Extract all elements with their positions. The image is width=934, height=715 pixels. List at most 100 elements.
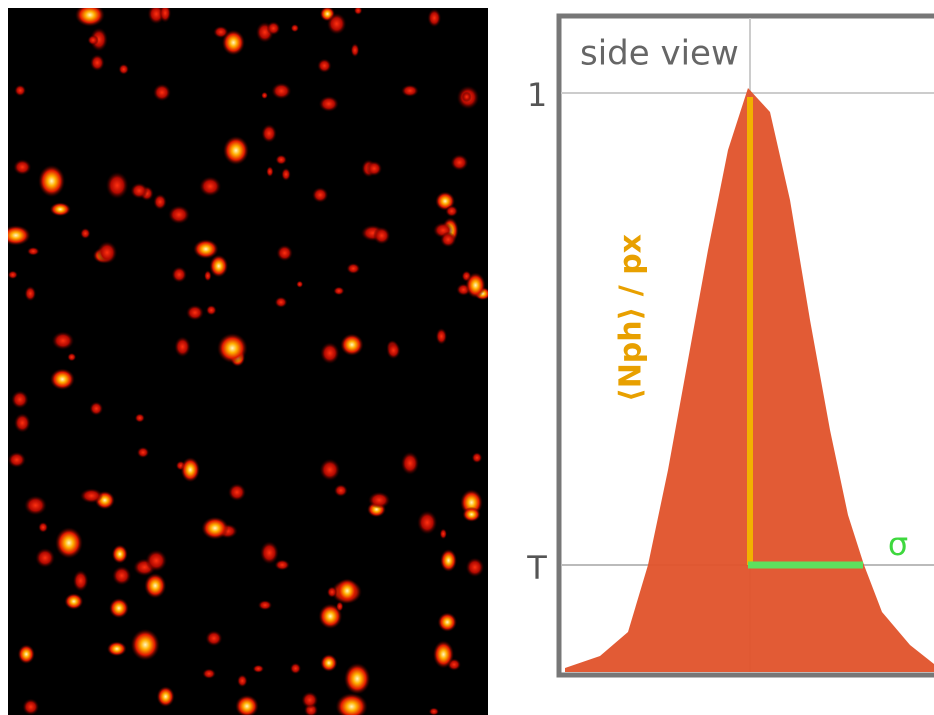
spot xyxy=(290,663,301,674)
spot xyxy=(204,270,212,281)
spot xyxy=(319,459,340,481)
spot xyxy=(35,548,55,568)
spot xyxy=(159,3,171,22)
spot xyxy=(153,84,171,102)
spot xyxy=(346,263,360,274)
spot xyxy=(340,334,363,356)
spot xyxy=(296,281,303,288)
spot xyxy=(144,573,166,598)
spot xyxy=(327,13,347,35)
spot xyxy=(206,305,217,315)
spot xyxy=(319,96,339,112)
spot xyxy=(312,187,328,203)
spot xyxy=(237,674,248,687)
spot xyxy=(386,342,400,360)
spot xyxy=(97,241,117,264)
microscopy-image xyxy=(8,8,488,715)
spot xyxy=(223,136,249,165)
spot xyxy=(112,566,131,585)
spot xyxy=(271,83,291,100)
spot xyxy=(228,483,246,501)
spot xyxy=(13,159,31,175)
spot xyxy=(1,225,31,246)
spot xyxy=(466,558,485,578)
spot xyxy=(320,654,337,672)
spot xyxy=(276,245,292,261)
spot xyxy=(354,6,362,15)
spot xyxy=(401,452,419,475)
peak-label: ⟨Nph⟩ / px xyxy=(614,234,649,402)
spot xyxy=(281,168,291,181)
spot xyxy=(327,586,337,598)
spot xyxy=(217,333,248,363)
spot xyxy=(368,492,390,509)
spot xyxy=(320,342,339,364)
spot xyxy=(275,155,287,165)
spot xyxy=(301,692,318,709)
spot xyxy=(333,287,344,296)
spot xyxy=(8,271,18,280)
threshold-label: T xyxy=(526,549,547,587)
spot xyxy=(64,593,83,609)
spot xyxy=(24,286,36,301)
spot xyxy=(186,305,204,321)
spot xyxy=(172,267,187,283)
spot xyxy=(401,85,419,97)
spot xyxy=(222,30,245,56)
spot xyxy=(112,545,128,564)
spot xyxy=(440,232,456,248)
spot xyxy=(27,247,40,256)
spot xyxy=(87,35,98,45)
spot xyxy=(174,336,190,357)
spot xyxy=(436,328,447,345)
spot xyxy=(366,161,382,176)
spot xyxy=(462,507,480,522)
spot xyxy=(137,447,149,458)
spot xyxy=(38,165,65,197)
spot xyxy=(275,297,288,308)
spot xyxy=(50,368,75,390)
spot xyxy=(336,578,359,603)
spot xyxy=(267,21,281,35)
spot xyxy=(445,205,458,217)
spot xyxy=(472,452,483,463)
top-label: 1 xyxy=(527,76,547,114)
spot xyxy=(209,255,228,278)
width-label: σ xyxy=(888,525,908,563)
spot xyxy=(291,24,299,32)
spot xyxy=(433,640,454,668)
spot xyxy=(201,517,228,540)
spot xyxy=(451,154,469,170)
spot xyxy=(145,550,167,572)
spot xyxy=(275,559,290,570)
spot xyxy=(253,665,265,673)
spot xyxy=(73,570,89,592)
spot xyxy=(261,92,268,99)
spot xyxy=(14,413,31,433)
spot xyxy=(153,194,167,210)
spot xyxy=(193,239,218,259)
spot xyxy=(199,176,221,196)
figure: side view 1 T ⟨Nph⟩ / px σ xyxy=(0,0,934,715)
spot xyxy=(22,699,39,715)
spot xyxy=(11,390,29,408)
spot xyxy=(118,64,129,75)
spot xyxy=(317,59,331,73)
spot xyxy=(38,522,48,533)
spot xyxy=(131,629,160,661)
spot xyxy=(18,644,35,664)
spot xyxy=(75,3,105,26)
spot xyxy=(135,413,145,422)
spot xyxy=(130,183,148,199)
spot xyxy=(205,630,222,646)
spot xyxy=(106,172,129,199)
spot xyxy=(67,353,76,362)
spot xyxy=(24,495,47,515)
spot xyxy=(258,600,272,610)
spot xyxy=(440,549,457,572)
panel-title: side view xyxy=(580,34,739,74)
spot xyxy=(181,457,200,482)
spot xyxy=(55,527,83,559)
spot xyxy=(109,598,129,618)
spot xyxy=(417,510,437,534)
